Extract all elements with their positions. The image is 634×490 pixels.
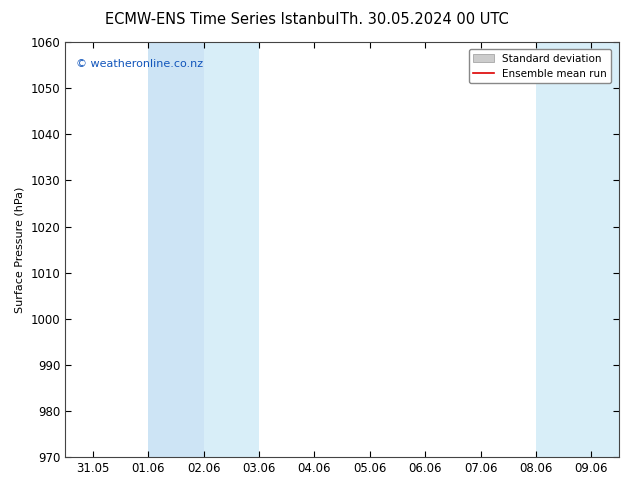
Y-axis label: Surface Pressure (hPa): Surface Pressure (hPa) [15,186,25,313]
Bar [536,42,619,457]
Text: ECMW-ENS Time Series Istanbul: ECMW-ENS Time Series Istanbul [105,12,339,27]
Bar [148,42,204,457]
Legend: Standard deviation, Ensemble mean run: Standard deviation, Ensemble mean run [469,49,611,83]
Text: Th. 30.05.2024 00 UTC: Th. 30.05.2024 00 UTC [340,12,509,27]
Bar [204,42,259,457]
Text: © weatheronline.co.nz: © weatheronline.co.nz [76,59,204,69]
